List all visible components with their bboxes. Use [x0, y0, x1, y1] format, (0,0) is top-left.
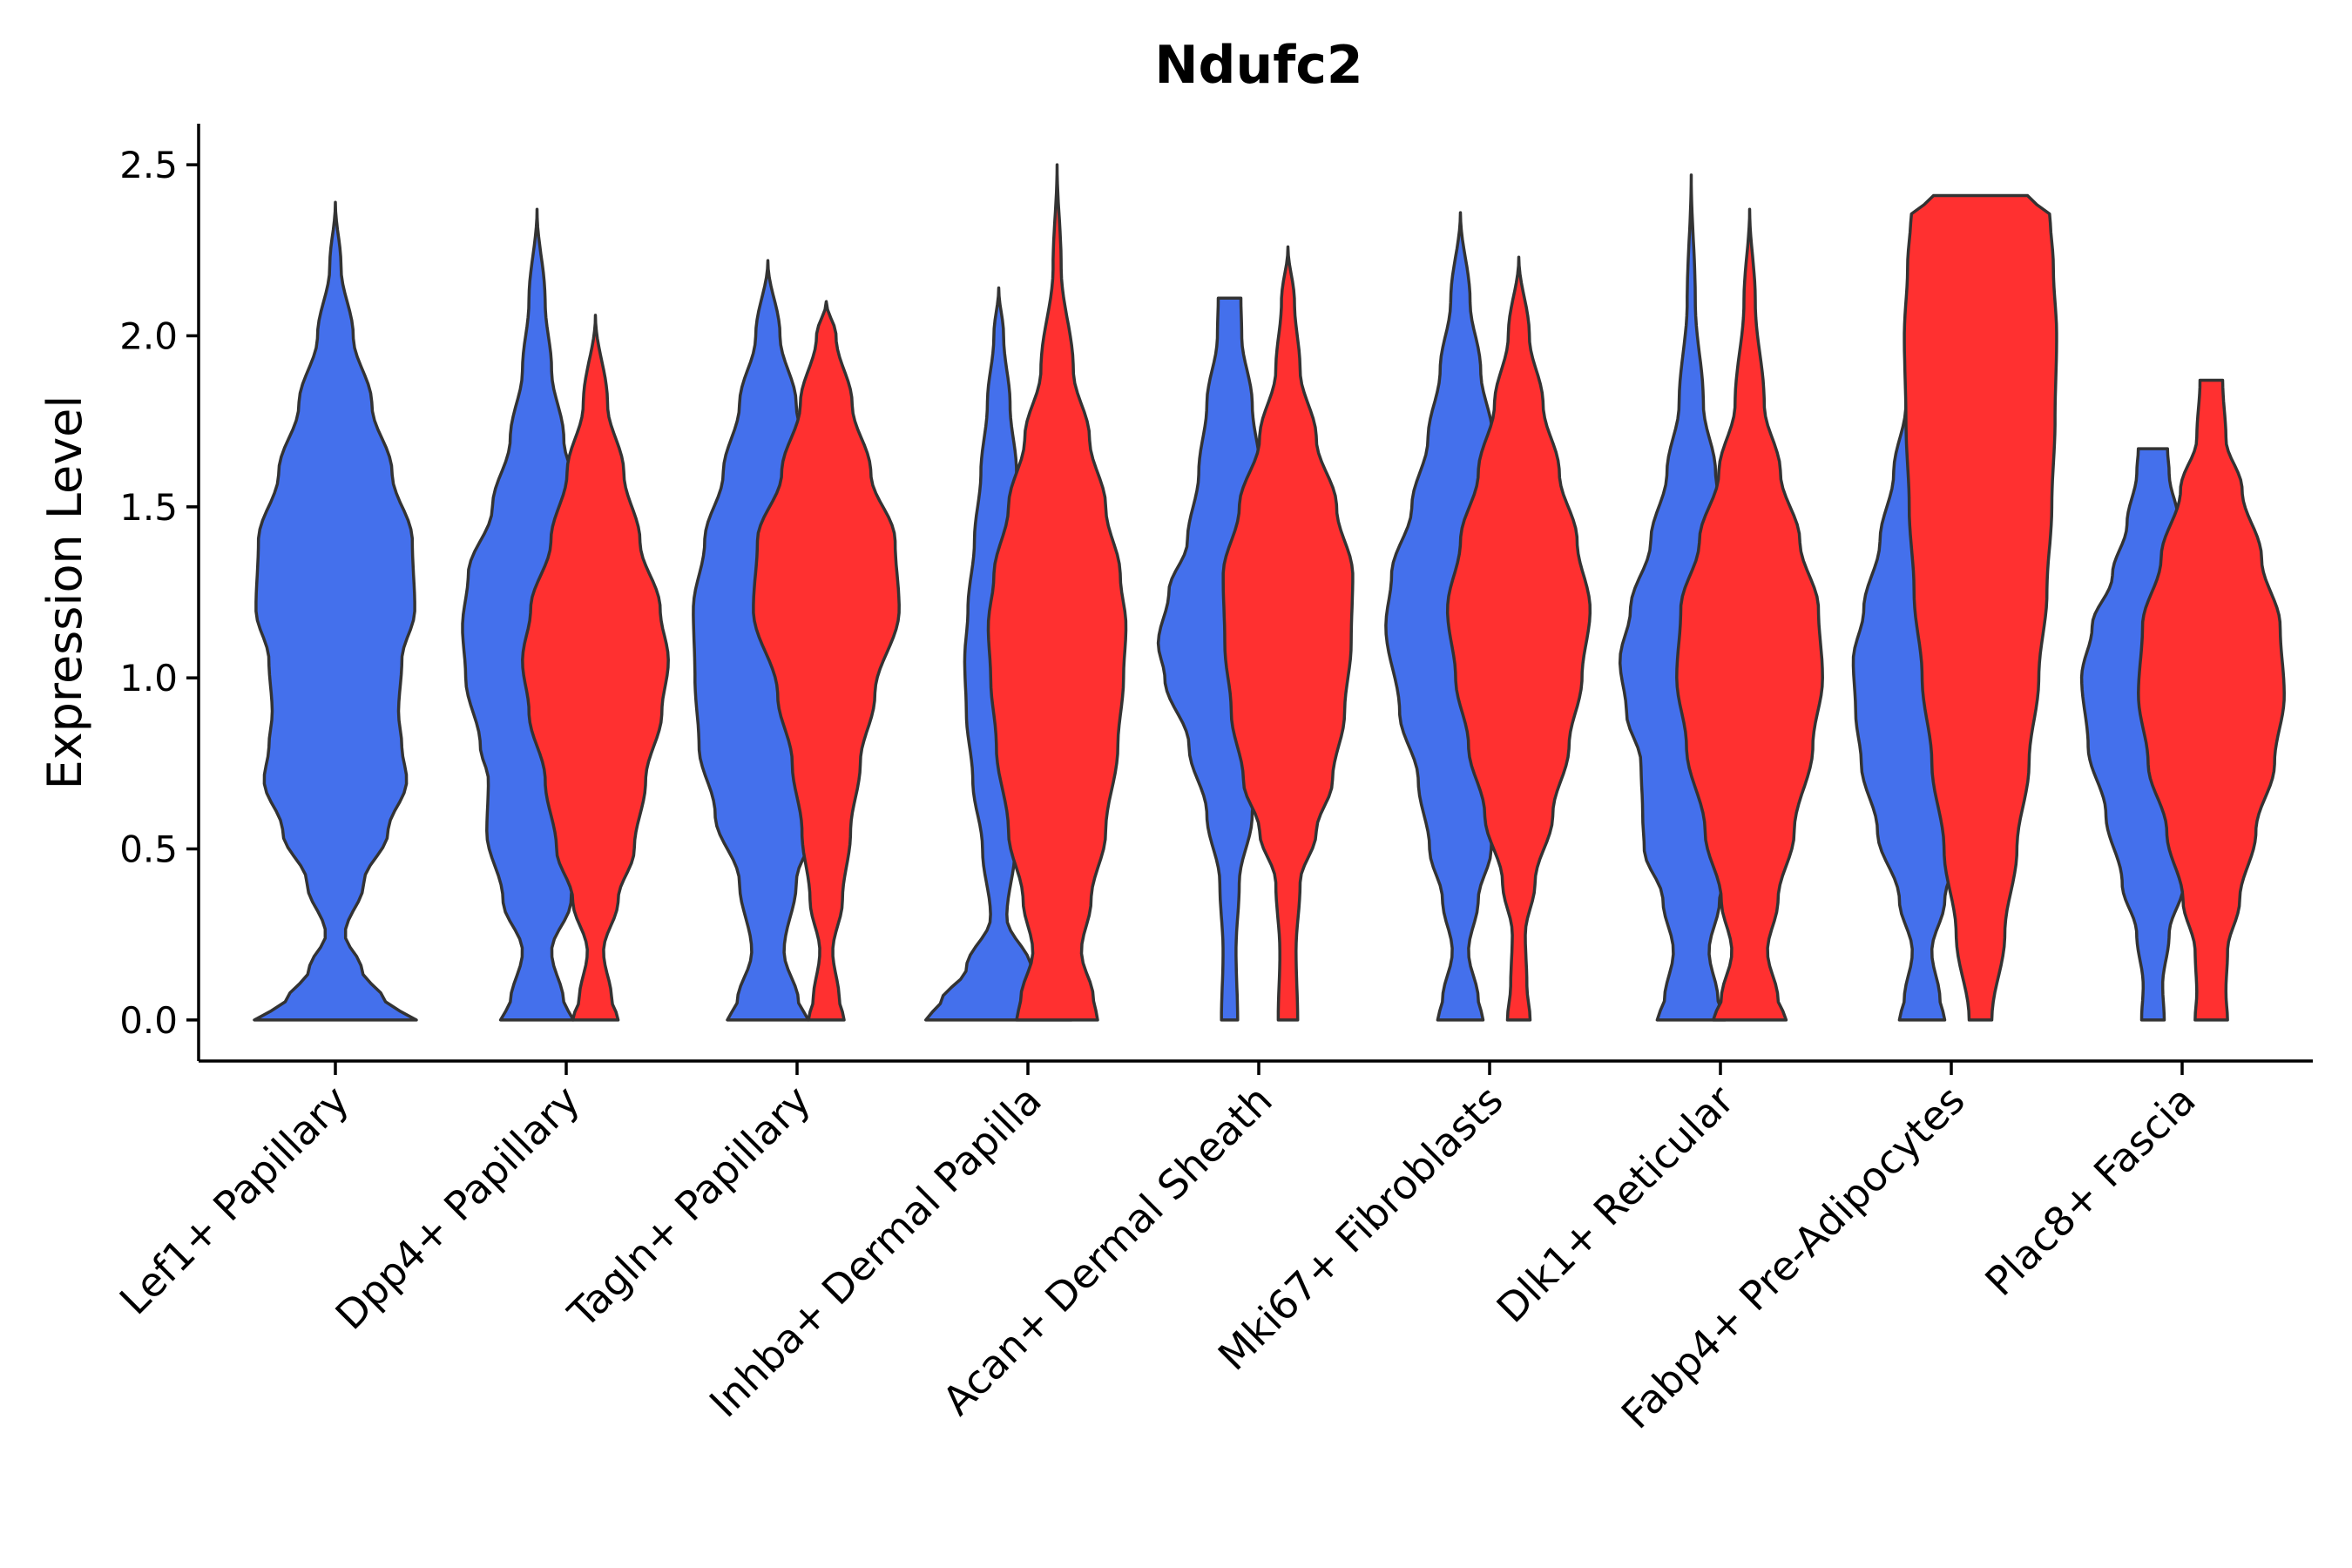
chart-title: Ndufc2 [1154, 35, 1362, 96]
violin-red-5 [752, 300, 901, 1022]
violin-blue-1 [253, 200, 418, 1022]
y-axis-label: Expression Level [37, 395, 92, 790]
violin-red-17 [2137, 378, 2286, 1022]
y-tick-label: 2.0 [119, 314, 178, 357]
violin-red-15 [1903, 193, 2058, 1022]
y-tick-label: 2.5 [119, 144, 178, 186]
violin-layer [253, 163, 2286, 1022]
y-tick-label: 0.0 [119, 999, 178, 1042]
violin-red-11 [1445, 255, 1592, 1022]
y-tick-label: 1.0 [119, 657, 178, 700]
violin-red-7 [986, 163, 1128, 1022]
y-tick-label: 0.5 [119, 828, 178, 871]
violin-red-3 [521, 314, 670, 1022]
violin-red-9 [1221, 245, 1355, 1022]
violin-red-13 [1675, 207, 1824, 1022]
y-tick-label: 1.5 [119, 486, 178, 529]
